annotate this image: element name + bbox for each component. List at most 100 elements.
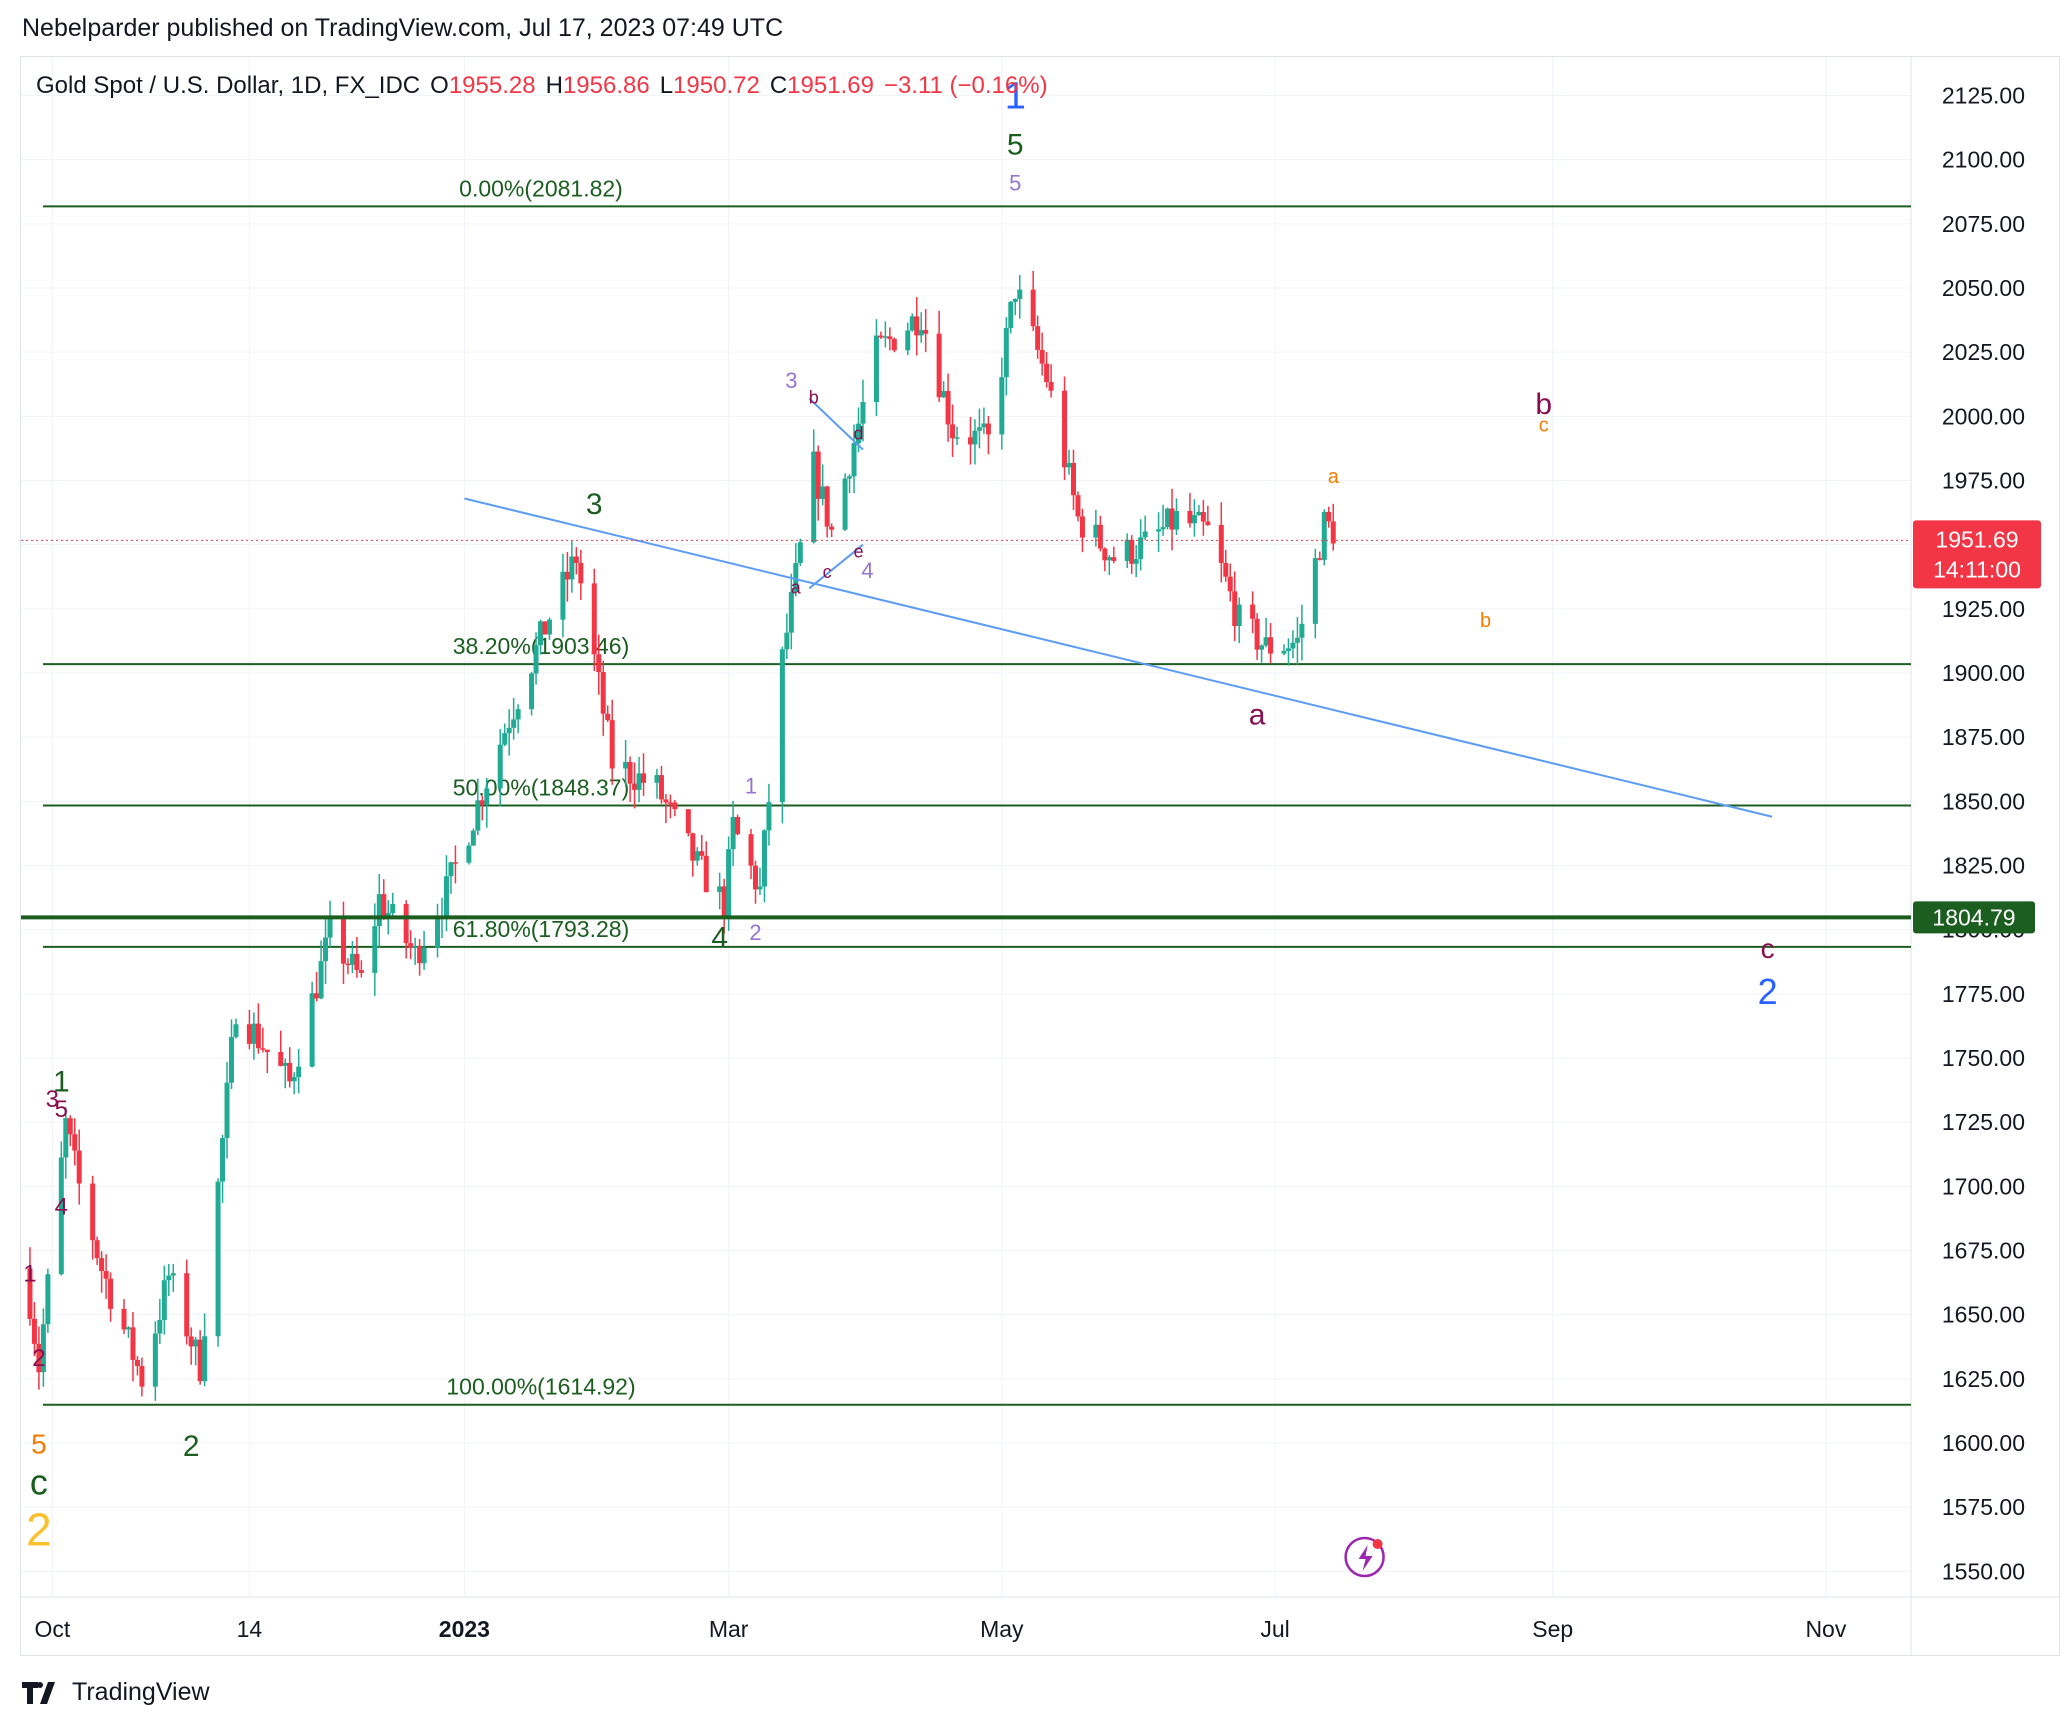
candle-body (1321, 511, 1327, 560)
candle-body (475, 800, 481, 831)
candle-body (699, 851, 705, 856)
candle-body (972, 430, 978, 445)
candle-body (435, 918, 441, 948)
x-tick-label: Mar (709, 1616, 749, 1642)
candle-body (1035, 326, 1041, 350)
wave-label: 1 (745, 774, 757, 799)
y-tick-label: 1675.00 (1942, 1238, 2025, 1264)
candle-body (1200, 511, 1206, 522)
candle-body (358, 970, 364, 973)
candle-body (349, 953, 355, 965)
candle-body (923, 330, 929, 334)
candle-body (1124, 539, 1130, 561)
candle-body (202, 1336, 208, 1382)
low-value: 1950.72 (673, 72, 760, 99)
candle-body (1093, 524, 1099, 538)
candle-body (139, 1366, 145, 1387)
candle-body (815, 451, 821, 499)
lightning-icon-circle (1344, 1536, 1385, 1578)
lightning-icon-dot (1372, 1539, 1383, 1549)
close-value: 1951.69 (787, 72, 874, 99)
candle-body (1268, 637, 1274, 654)
candle-body (694, 851, 700, 861)
candle-body (224, 1082, 230, 1139)
y-tick-label: 1875.00 (1942, 724, 2025, 750)
candle-body (1259, 645, 1265, 650)
candle-body (121, 1308, 127, 1330)
candle-body (784, 632, 790, 650)
candle-body (757, 886, 763, 890)
candle-body (470, 830, 476, 846)
x-tick-label: May (980, 1616, 1024, 1642)
y-tick-label: 1700.00 (1942, 1173, 2025, 1199)
symbol-legend[interactable]: Gold Spot / U.S. Dollar, 1D, FX_IDC O1955… (36, 72, 1058, 100)
candle-body (27, 1268, 33, 1319)
wave-label: a (791, 577, 802, 597)
wave-label: 2 (183, 1430, 200, 1463)
candle-body (497, 744, 503, 789)
wave-label: c (1761, 933, 1775, 964)
candle-body (255, 1023, 261, 1049)
candle-body (1062, 390, 1068, 468)
candle-body (1111, 557, 1117, 561)
candle-body (309, 993, 315, 1067)
candle-body (663, 799, 669, 803)
candle-body (950, 424, 956, 439)
candle-body (1326, 511, 1332, 522)
candle-body (1196, 511, 1202, 516)
wave-label: 5 (31, 1428, 47, 1459)
candle-body (1003, 327, 1009, 378)
candle-body (408, 943, 414, 948)
wave-label: 3 (785, 368, 797, 393)
last-price-badge (1913, 520, 2041, 589)
candle-body (246, 1024, 252, 1044)
candle-body (188, 1336, 194, 1347)
candle-body (533, 645, 539, 674)
fib-retracement: 0.00%(2081.82)38.20%(1903.46)50.00%(1848… (43, 175, 1911, 1406)
candle-body (560, 571, 566, 620)
candle-body (103, 1271, 109, 1279)
chart-frame: 2125.00 2100.00 2075.00 2050.00 2025.00 2000.… (20, 56, 2060, 1656)
wave-label: 2 (749, 920, 761, 945)
candle-body (372, 926, 378, 973)
price-chart[interactable]: 2125.00 2100.00 2075.00 2050.00 2025.00 2000.… (21, 57, 2059, 1655)
candle-body (976, 427, 982, 431)
candle-body (632, 783, 638, 790)
candle-body (667, 802, 673, 804)
candle-body (779, 649, 785, 803)
candle-body (260, 1048, 266, 1050)
x-tick-label: 14 (237, 1616, 263, 1642)
candle-body (99, 1258, 105, 1272)
y-tick-label: 2100.00 (1942, 147, 2025, 173)
triangle-line (808, 543, 864, 590)
candle-body (466, 845, 472, 863)
candle-body (726, 849, 732, 918)
candle-body (282, 1062, 288, 1066)
wave-label: 4 (711, 922, 728, 955)
y-tick-label: 1625.00 (1942, 1366, 2025, 1392)
candle-body (421, 947, 427, 964)
candle-body (788, 592, 794, 633)
wave-label: 2 (26, 1504, 52, 1556)
candle-body (873, 335, 879, 402)
candle-body (76, 1150, 82, 1184)
candle-body (134, 1359, 140, 1367)
candle-body (1048, 382, 1054, 391)
candle-body (1299, 623, 1305, 638)
candle-body (251, 1023, 257, 1044)
y-tick-label: 1750.00 (1942, 1045, 2025, 1071)
candle-body (748, 834, 754, 866)
candle-body (385, 913, 391, 917)
tradingview-logo[interactable]: TradingView (22, 1678, 210, 1707)
candle-body (1294, 637, 1300, 643)
candle-body (573, 556, 579, 563)
candle-body (717, 886, 723, 893)
candle-body (811, 451, 817, 543)
y-tick-label: 1650.00 (1942, 1302, 2025, 1328)
candle-body (600, 672, 606, 714)
wave-label: c (823, 562, 832, 582)
candle-body (1218, 524, 1224, 563)
candle-body (515, 709, 521, 720)
wave-label: a (1328, 466, 1340, 488)
candle-body (220, 1138, 226, 1182)
